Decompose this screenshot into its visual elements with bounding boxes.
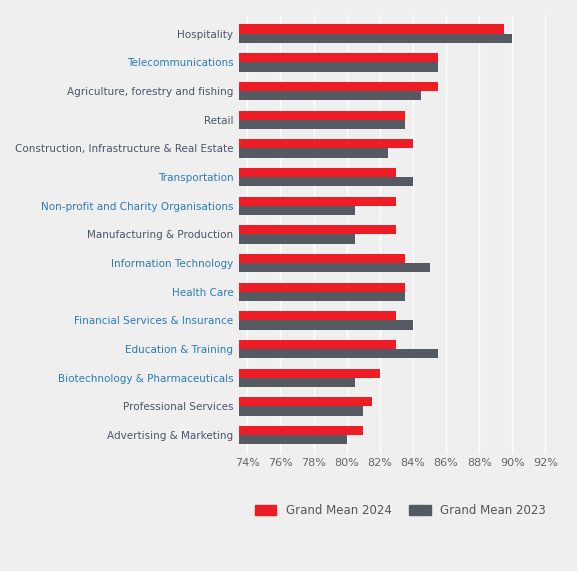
Bar xyxy=(239,235,355,244)
Bar xyxy=(239,263,429,272)
Bar xyxy=(239,369,380,378)
Bar xyxy=(239,311,396,320)
Bar xyxy=(239,426,364,435)
Bar xyxy=(239,349,438,359)
Bar xyxy=(239,111,404,120)
Bar xyxy=(239,254,404,263)
Bar xyxy=(239,340,396,349)
Bar xyxy=(239,34,512,43)
Bar xyxy=(239,225,396,235)
Bar xyxy=(239,435,347,444)
Legend: Grand Mean 2024, Grand Mean 2023: Grand Mean 2024, Grand Mean 2023 xyxy=(250,499,550,522)
Bar xyxy=(239,320,413,329)
Bar xyxy=(239,139,413,148)
Bar xyxy=(239,283,404,292)
Bar xyxy=(239,120,404,129)
Bar xyxy=(239,177,413,186)
Bar xyxy=(239,82,438,91)
Bar xyxy=(239,378,355,387)
Bar xyxy=(239,62,438,71)
Bar xyxy=(239,25,504,34)
Bar xyxy=(239,148,388,158)
Bar xyxy=(239,407,364,416)
Bar xyxy=(239,196,396,206)
Bar xyxy=(239,292,404,301)
Bar xyxy=(239,168,396,177)
Bar xyxy=(239,397,372,407)
Bar xyxy=(239,53,438,62)
Bar xyxy=(239,206,355,215)
Bar xyxy=(239,91,421,100)
